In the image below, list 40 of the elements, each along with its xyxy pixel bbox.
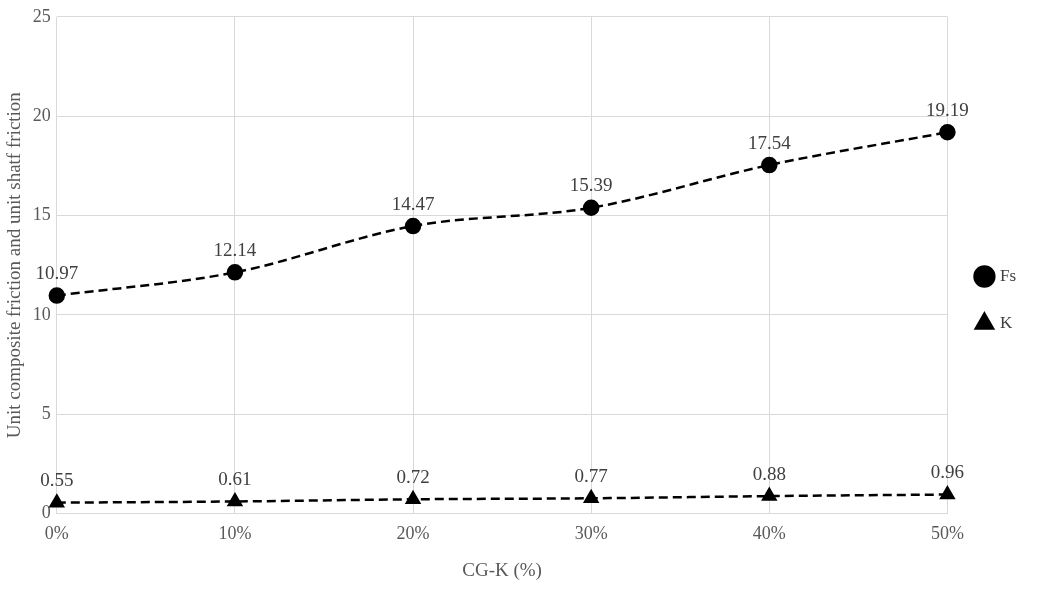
data-label: 19.19 (926, 98, 969, 120)
legend-label: K (999, 312, 1013, 332)
data-label: 17.54 (747, 131, 792, 153)
data-label: 0.72 (396, 465, 430, 487)
x-tick-label: 20% (396, 523, 430, 544)
y-tick-label: 10 (32, 303, 51, 324)
point (761, 156, 778, 174)
point (761, 487, 777, 501)
data-label: 10.97 (35, 262, 79, 284)
point (405, 491, 421, 505)
y-tick-label: 15 (32, 204, 51, 225)
point (48, 287, 66, 304)
y-tick-label: 5 (41, 402, 51, 423)
x-axis-title: CG-K (%) (462, 558, 542, 581)
point (226, 264, 244, 281)
y-tick-label: 20 (32, 104, 51, 125)
legend-label: Fs (999, 265, 1017, 285)
x-tick-label: 0% (44, 523, 69, 544)
data-label: 12.14 (213, 238, 257, 260)
data-label: 0.61 (218, 467, 252, 489)
x-tick-label: 40% (752, 523, 786, 544)
data-label: 14.47 (391, 192, 435, 214)
data-label: 0.77 (574, 464, 608, 486)
x-tick-label: 30% (574, 523, 608, 544)
data-label: 15.39 (569, 174, 613, 196)
data-label: 0.96 (930, 461, 965, 483)
data-label: 0.55 (40, 469, 74, 491)
x-tick-label: 10% (218, 523, 252, 544)
point (583, 490, 599, 504)
x-tick-label: 50% (930, 523, 964, 544)
point (404, 217, 422, 235)
y-tick-label: 0 (41, 502, 51, 523)
point (582, 199, 600, 217)
point (227, 493, 243, 507)
point (49, 494, 65, 508)
y-tick-label: 25 (32, 5, 51, 26)
y-axis-title: Unit composite friction and unit shatf friction (3, 91, 25, 439)
point (939, 124, 956, 141)
point (940, 486, 955, 500)
data-label: 0.88 (752, 462, 786, 484)
